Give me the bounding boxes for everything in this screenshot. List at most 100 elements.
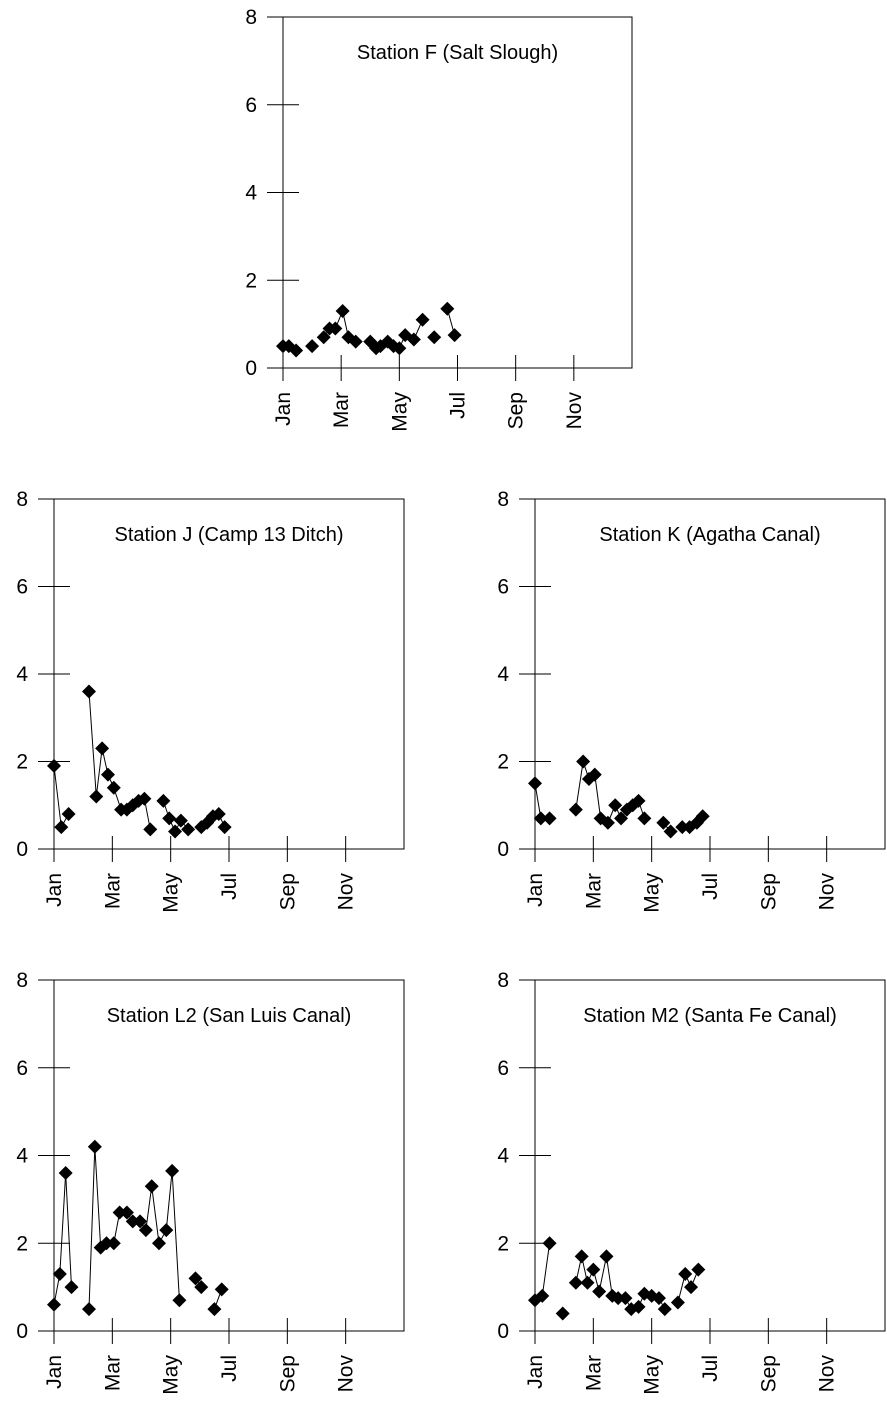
y-tick-label: 8: [245, 6, 257, 29]
x-tick-label: Sep: [757, 1355, 780, 1392]
y-tick-label: 6: [497, 576, 509, 599]
data-point: [574, 1249, 589, 1264]
series-segment: [541, 1243, 551, 1296]
data-point: [568, 1275, 583, 1290]
x-tick-label: Nov: [816, 873, 839, 911]
data-point: [99, 1236, 114, 1251]
x-tick-label: May: [388, 392, 411, 432]
y-tick-label: 6: [16, 576, 28, 599]
panel-title: Station M2 (Santa Fe Canal): [583, 1005, 836, 1027]
series-segment: [65, 1173, 72, 1288]
x-tick-label: Mar: [582, 873, 605, 909]
chart-panel-4: 0 2 4 6 8 Jan Mar May Jul Sep Nov Station M2 (Santa…: [497, 969, 886, 1395]
data-point: [54, 820, 69, 835]
data-point: [555, 1306, 570, 1321]
data-point: [152, 1236, 166, 1251]
chart-panel-3: 0 2 4 6 8 Jan Mar May Jul Sep Nov Station L2 (San L…: [16, 969, 405, 1395]
data-point: [144, 1179, 159, 1194]
y-tick-label: 6: [245, 94, 257, 117]
data-point: [440, 301, 455, 316]
series-segment: [151, 1186, 160, 1244]
data-point: [684, 1280, 699, 1295]
data-point: [58, 1166, 73, 1181]
y-tick-label: 0: [497, 1320, 509, 1343]
data-point: [415, 312, 430, 327]
data-point: [586, 1262, 601, 1277]
x-tick-label: Nov: [335, 1355, 358, 1393]
data-point: [587, 767, 602, 782]
plot-frame: [534, 498, 886, 850]
x-tick-label: Mar: [330, 392, 353, 428]
data-point: [143, 822, 158, 837]
data-point: [82, 1302, 96, 1317]
x-tick-label: Nov: [816, 1355, 839, 1393]
y-tick-label: 4: [16, 1145, 28, 1168]
x-tick-label: Jul: [699, 873, 722, 900]
chart-panel-1: 0 2 4 6 8 Jan Mar May Jul Sep Nov Station J (Camp 1…: [16, 488, 405, 913]
data-point: [631, 793, 646, 808]
data-point: [427, 330, 442, 345]
y-tick-label: 4: [16, 663, 28, 686]
data-point: [614, 811, 629, 826]
x-tick-label: Sep: [505, 392, 528, 429]
x-tick-label: Jan: [524, 1355, 547, 1389]
data-point: [670, 1295, 685, 1310]
data-point: [576, 754, 591, 769]
panel-title: Station L2 (San Luis Canal): [107, 1005, 352, 1027]
series-segment: [145, 1186, 153, 1231]
y-tick-label: 4: [497, 1145, 509, 1168]
data-point: [656, 815, 671, 830]
y-tick-label: 8: [16, 488, 28, 511]
data-point: [678, 1266, 693, 1281]
data-point: [168, 824, 183, 839]
data-point: [133, 1214, 148, 1229]
series-segment: [605, 1256, 613, 1296]
data-point: [447, 328, 462, 343]
x-tick-label: Sep: [276, 873, 299, 910]
data-point: [112, 1205, 127, 1220]
data-point: [87, 1139, 102, 1154]
data-point: [181, 822, 196, 837]
series-segment: [88, 1146, 96, 1310]
x-tick-label: Jan: [43, 1355, 66, 1389]
y-tick-label: 8: [497, 969, 509, 992]
data-point: [305, 339, 320, 354]
y-tick-label: 2: [497, 751, 509, 774]
y-tick-label: 0: [16, 1320, 28, 1343]
x-tick-label: Sep: [757, 873, 780, 910]
series-segment: [575, 761, 584, 810]
data-point: [348, 334, 363, 349]
chart-panel-2: 0 2 4 6 8 Jan Mar May Jul Sep Nov Station K (Agatha…: [497, 488, 886, 913]
data-point: [156, 793, 171, 808]
data-point: [535, 1288, 550, 1303]
data-point: [119, 1205, 134, 1220]
data-point: [600, 815, 615, 830]
data-point: [328, 321, 343, 336]
x-tick-label: May: [160, 1355, 183, 1395]
data-point: [533, 811, 548, 826]
data-point: [52, 1266, 67, 1281]
data-point: [691, 1262, 706, 1277]
x-tick-label: Sep: [276, 1355, 299, 1392]
data-point: [173, 813, 188, 828]
x-tick-label: May: [160, 873, 183, 913]
data-point: [675, 820, 690, 835]
y-tick-label: 6: [16, 1057, 28, 1080]
panel-title: Station K (Agatha Canal): [599, 524, 820, 546]
data-point: [316, 330, 331, 345]
data-point: [162, 811, 177, 826]
data-point: [335, 303, 350, 318]
y-tick-label: 0: [497, 838, 509, 861]
x-tick-label: Jul: [447, 392, 470, 419]
data-point: [217, 820, 232, 835]
data-point: [657, 1302, 672, 1317]
x-tick-label: Jul: [218, 1355, 241, 1382]
x-tick-label: Nov: [335, 873, 358, 911]
series-segment: [88, 691, 97, 797]
plot-frame: [282, 16, 633, 369]
data-point: [106, 780, 121, 795]
panel-title: Station F (Salt Slough): [357, 42, 558, 64]
y-tick-label: 2: [245, 269, 257, 292]
data-point: [95, 741, 110, 756]
